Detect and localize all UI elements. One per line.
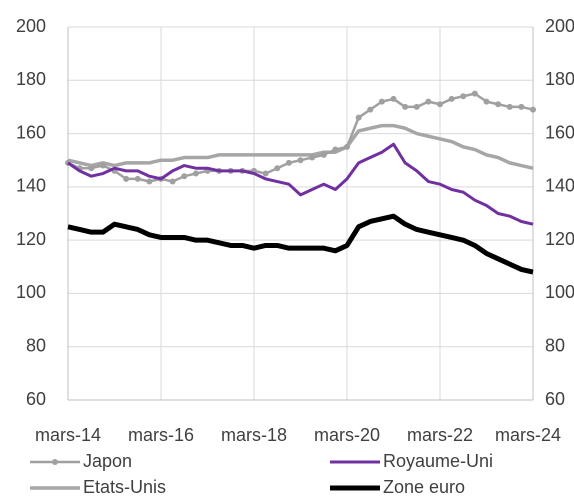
y-tick-label: 200 bbox=[16, 16, 46, 36]
legend-label: Royaume-Uni bbox=[383, 451, 493, 471]
series-marker bbox=[378, 98, 385, 105]
series-marker bbox=[146, 178, 153, 185]
series-marker bbox=[285, 159, 292, 166]
y-tick-label: 120 bbox=[16, 229, 46, 249]
series-marker bbox=[309, 154, 316, 161]
series-marker bbox=[99, 162, 106, 169]
series-marker bbox=[123, 175, 130, 182]
y2-tick-label: 60 bbox=[545, 389, 565, 409]
legend-marker bbox=[52, 459, 58, 465]
y2-tick-label: 160 bbox=[545, 122, 574, 142]
series-marker bbox=[495, 101, 502, 108]
series-marker bbox=[344, 143, 350, 150]
y2-tick-label: 100 bbox=[545, 282, 574, 302]
legend-label: Zone euro bbox=[383, 477, 465, 496]
y2-axis: 60 80 100 120 140 160 180 200 bbox=[545, 16, 574, 409]
series-marker bbox=[274, 165, 281, 172]
x-tick-label: mars-20 bbox=[314, 425, 380, 445]
series-marker bbox=[88, 165, 95, 172]
x-tick-label: mars-16 bbox=[128, 425, 194, 445]
series-marker bbox=[169, 178, 176, 185]
x-tick-label: mars-24 bbox=[495, 425, 561, 445]
y2-tick-label: 120 bbox=[545, 229, 574, 249]
y-tick-label: 160 bbox=[16, 122, 46, 142]
series-marker bbox=[192, 170, 199, 177]
legend-label: Etats-Unis bbox=[83, 477, 166, 496]
series-marker bbox=[320, 151, 327, 158]
legend-label: Japon bbox=[83, 451, 132, 471]
series-marker bbox=[402, 103, 409, 110]
y2-tick-label: 80 bbox=[545, 335, 565, 355]
series-marker bbox=[297, 157, 304, 164]
series-marker bbox=[134, 175, 141, 182]
series-marker bbox=[471, 90, 478, 97]
y2-tick-label: 200 bbox=[545, 16, 574, 36]
series-marker bbox=[425, 98, 432, 105]
series-marker bbox=[355, 114, 362, 121]
series-marker bbox=[390, 95, 397, 102]
series-marker bbox=[367, 106, 374, 113]
series-line bbox=[67, 142, 534, 226]
series-marker bbox=[448, 95, 455, 102]
series-marker bbox=[332, 146, 339, 153]
series-marker bbox=[518, 103, 525, 110]
x-tick-label: mars-22 bbox=[407, 425, 473, 445]
y-tick-label: 100 bbox=[16, 282, 46, 302]
series-marker bbox=[181, 173, 188, 180]
series-marker bbox=[483, 98, 490, 105]
y-tick-label: 80 bbox=[26, 335, 46, 355]
series-marker bbox=[437, 101, 443, 108]
y-tick-label: 180 bbox=[16, 69, 46, 89]
series-marker bbox=[262, 170, 269, 177]
series-marker bbox=[413, 103, 420, 110]
x-tick-label: mars-14 bbox=[35, 425, 101, 445]
x-tick-label: mars-18 bbox=[221, 425, 287, 445]
series-line bbox=[67, 123, 534, 170]
y-tick-label: 60 bbox=[26, 389, 46, 409]
series-line bbox=[67, 213, 534, 275]
series-line bbox=[67, 92, 534, 183]
series-marker bbox=[506, 103, 513, 110]
y2-tick-label: 180 bbox=[545, 69, 574, 89]
series-marker bbox=[460, 93, 467, 100]
y-tick-label: 140 bbox=[16, 176, 46, 196]
y2-tick-label: 140 bbox=[545, 176, 574, 196]
series-marker bbox=[530, 106, 536, 113]
